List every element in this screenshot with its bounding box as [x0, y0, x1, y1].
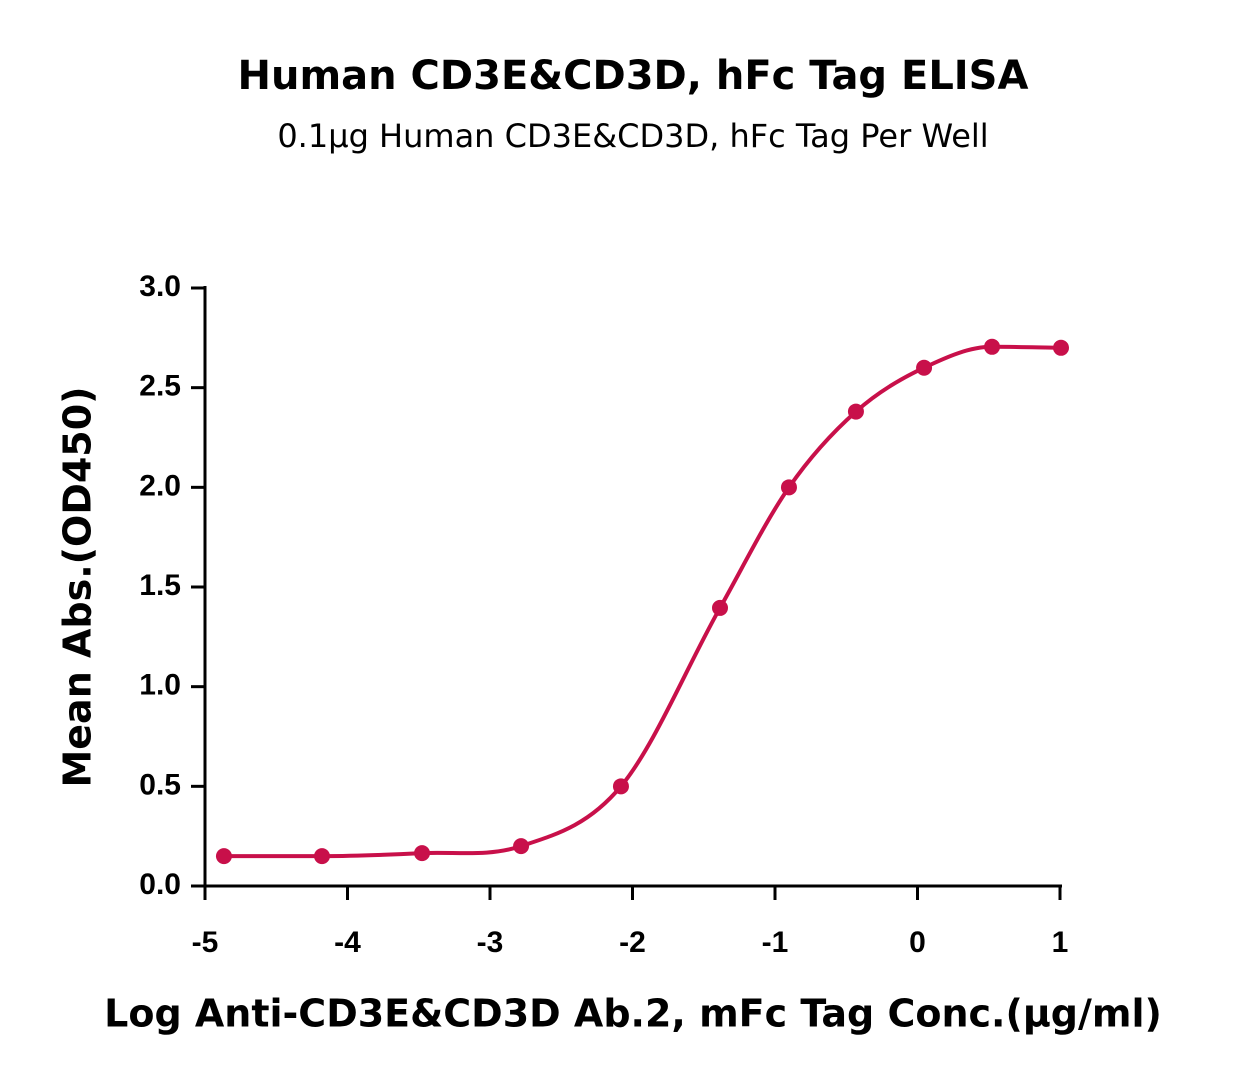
y-tick-label: 2.0	[139, 469, 181, 502]
data-point	[313, 848, 330, 865]
x-tick-label: -4	[334, 926, 361, 959]
data-point	[612, 778, 629, 795]
x-tick-label: -5	[192, 926, 219, 959]
data-point	[215, 848, 232, 865]
y-tick-label: 1.0	[139, 669, 181, 702]
y-tick-label: 1.5	[139, 569, 181, 602]
x-axis-label: Log Anti-CD3E&CD3D Ab.2, mFc Tag Conc.(μ…	[104, 992, 1162, 1036]
x-tick-label: -2	[619, 926, 646, 959]
fit-curve	[223, 344, 1062, 859]
chart-subtitle: 0.1μg Human CD3E&CD3D, hFc Tag Per Well	[277, 117, 988, 155]
x-tick-label: 1	[1052, 926, 1069, 959]
data-point	[414, 845, 431, 862]
data-point	[711, 599, 728, 616]
data-point	[780, 479, 797, 496]
data-point	[984, 338, 1001, 355]
chart-title: Human CD3E&CD3D, hFc Tag ELISA	[238, 53, 1029, 99]
data-point	[847, 403, 864, 420]
x-tick-label: -1	[762, 926, 789, 959]
y-tick-label: 2.5	[139, 370, 181, 403]
data-point	[916, 359, 933, 376]
y-tick-label: 3.0	[139, 270, 181, 303]
y-tick-label: 0.5	[139, 768, 181, 801]
y-axis-label: Mean Abs.(OD450)	[56, 386, 100, 787]
y-tick-label: 0.0	[139, 868, 181, 901]
x-tick-label: 0	[909, 926, 926, 959]
data-point	[1052, 339, 1069, 356]
data-point	[513, 838, 530, 855]
x-tick-label: -3	[477, 926, 504, 959]
